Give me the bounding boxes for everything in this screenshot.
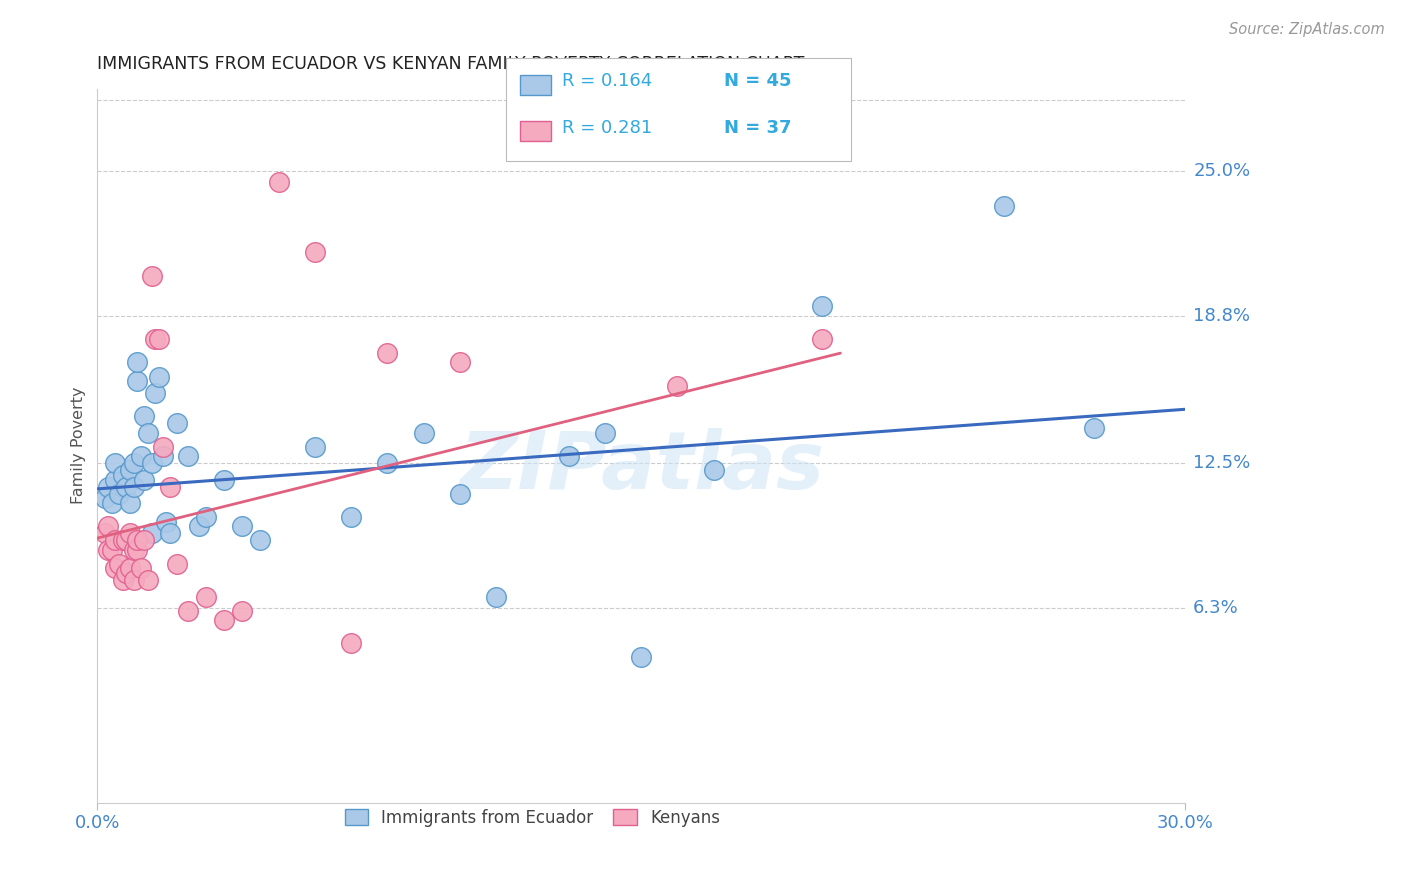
Point	[195, 510, 218, 524]
Y-axis label: Family Poverty: Family Poverty	[72, 387, 86, 504]
Point	[129, 449, 152, 463]
Text: IMMIGRANTS FROM ECUADOR VS KENYAN FAMILY POVERTY CORRELATION CHART: IMMIGRANTS FROM ECUADOR VS KENYAN FAMILY…	[97, 55, 804, 73]
Point	[104, 561, 127, 575]
Point	[141, 526, 163, 541]
Point	[152, 449, 174, 463]
Point	[412, 425, 434, 440]
Point	[104, 533, 127, 548]
Point	[122, 456, 145, 470]
Point	[129, 561, 152, 575]
Point	[212, 613, 235, 627]
Point	[115, 533, 138, 548]
Point	[993, 199, 1015, 213]
Point	[104, 473, 127, 487]
Point	[375, 346, 398, 360]
Point	[340, 636, 363, 650]
Point	[557, 449, 579, 463]
Text: ZIPatlas: ZIPatlas	[458, 428, 824, 506]
Point	[127, 374, 149, 388]
Point	[101, 542, 124, 557]
Point	[122, 542, 145, 557]
Point	[187, 519, 209, 533]
Text: N = 37: N = 37	[724, 119, 792, 136]
Point	[166, 557, 188, 571]
Point	[267, 175, 290, 189]
Point	[811, 299, 834, 313]
Point	[108, 557, 131, 571]
Point	[143, 332, 166, 346]
Point	[811, 332, 834, 346]
Point	[134, 409, 156, 424]
Point	[148, 369, 170, 384]
Point	[485, 590, 508, 604]
Point	[118, 526, 141, 541]
Point	[340, 510, 363, 524]
Point	[141, 456, 163, 470]
Point	[111, 573, 134, 587]
Point	[127, 542, 149, 557]
Point	[249, 533, 271, 548]
Point	[449, 486, 471, 500]
Point	[136, 425, 159, 440]
Point	[375, 456, 398, 470]
Point	[115, 479, 138, 493]
Point	[108, 486, 131, 500]
Point	[449, 355, 471, 369]
Point	[97, 542, 120, 557]
Point	[143, 385, 166, 400]
Point	[111, 467, 134, 482]
Point	[159, 479, 181, 493]
Point	[93, 491, 115, 506]
Point	[97, 479, 120, 493]
Point	[195, 590, 218, 604]
Text: 6.3%: 6.3%	[1194, 599, 1239, 617]
Point	[134, 473, 156, 487]
Point	[1083, 421, 1105, 435]
Point	[118, 561, 141, 575]
Point	[630, 650, 652, 665]
Text: R = 0.281: R = 0.281	[562, 119, 652, 136]
Point	[141, 268, 163, 283]
Point	[148, 332, 170, 346]
Text: N = 45: N = 45	[724, 72, 792, 90]
Point	[97, 519, 120, 533]
Text: 25.0%: 25.0%	[1194, 161, 1250, 179]
Point	[152, 440, 174, 454]
Point	[127, 355, 149, 369]
Point	[118, 496, 141, 510]
Point	[115, 566, 138, 581]
Point	[118, 463, 141, 477]
Point	[212, 473, 235, 487]
Text: R = 0.164: R = 0.164	[562, 72, 652, 90]
Legend: Immigrants from Ecuador, Kenyans: Immigrants from Ecuador, Kenyans	[337, 802, 727, 833]
Point	[159, 526, 181, 541]
Point	[134, 533, 156, 548]
Point	[122, 573, 145, 587]
Point	[111, 533, 134, 548]
Point	[231, 519, 253, 533]
Point	[166, 417, 188, 431]
Point	[304, 440, 326, 454]
Point	[703, 463, 725, 477]
Point	[104, 456, 127, 470]
Point	[155, 515, 177, 529]
Point	[101, 496, 124, 510]
Point	[231, 604, 253, 618]
Point	[93, 526, 115, 541]
Text: 12.5%: 12.5%	[1194, 454, 1250, 472]
Point	[304, 245, 326, 260]
Point	[122, 479, 145, 493]
Point	[177, 449, 200, 463]
Point	[136, 573, 159, 587]
Point	[593, 425, 616, 440]
Point	[127, 533, 149, 548]
Text: Source: ZipAtlas.com: Source: ZipAtlas.com	[1229, 22, 1385, 37]
Text: 18.8%: 18.8%	[1194, 307, 1250, 325]
Point	[666, 379, 689, 393]
Point	[177, 604, 200, 618]
